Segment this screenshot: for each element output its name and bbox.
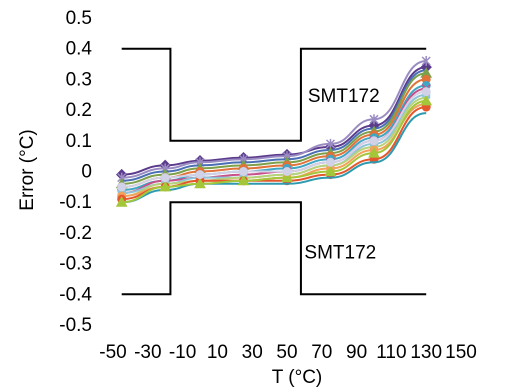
- data-point: [368, 147, 380, 158]
- data-point: [160, 173, 170, 183]
- data-point: [326, 157, 335, 167]
- annotations: SMT172 SMT172: [304, 86, 379, 264]
- data-point: [324, 165, 337, 176]
- data-point: [282, 167, 292, 176]
- upper-limit-line: [121, 47, 427, 142]
- x-tick-labels: -50 -30 -10 10 30 50 70 90 110 130 150: [99, 342, 477, 363]
- y-tick-label: 0.2: [66, 100, 92, 121]
- y-axis-label: Error (°C): [17, 129, 38, 210]
- y-tick-label: 0.1: [66, 131, 92, 152]
- x-tick-label: 130: [410, 342, 442, 363]
- lower-limit-line: [121, 201, 427, 296]
- x-tick-label: 90: [346, 342, 367, 363]
- x-axis-label: T (°C): [272, 367, 323, 388]
- y-tick-label: 0.3: [66, 69, 92, 90]
- annotation-label: SMT172: [304, 242, 376, 263]
- data-point: [159, 180, 172, 192]
- data-point: [115, 196, 128, 207]
- y-tick-labels: -0.5 -0.4 -0.3 -0.2 -0.1 0 0.1 0.2 0.3 0.4 0.5: [59, 8, 92, 336]
- x-tick-label: -10: [169, 342, 196, 363]
- y-tick-label: -0.2: [59, 223, 92, 244]
- limit-lines: [121, 47, 427, 296]
- x-tick-label: -30: [134, 342, 161, 363]
- x-tick-label: 10: [207, 342, 228, 363]
- x-tick-label: 30: [242, 342, 263, 363]
- data-series: [115, 55, 433, 207]
- y-tick-label: -0.4: [59, 284, 92, 305]
- data-point: [420, 94, 433, 106]
- data-point: [421, 55, 431, 66]
- y-tick-label: -0.3: [59, 254, 92, 275]
- y-tick-label: -0.1: [59, 192, 92, 213]
- annotation-label: SMT172: [308, 86, 380, 107]
- data-point: [239, 167, 248, 176]
- x-tick-label: -50: [99, 342, 126, 363]
- y-tick-label: 0.4: [66, 39, 93, 60]
- data-point: [281, 171, 293, 183]
- y-tick-label: -0.5: [59, 315, 92, 336]
- x-tick-label: 50: [276, 342, 297, 363]
- y-tick-label: 0: [81, 162, 92, 183]
- x-tick-label: 70: [311, 342, 332, 363]
- x-tick-label: 150: [445, 342, 477, 363]
- series-line: [121, 112, 427, 204]
- data-point: [421, 87, 431, 97]
- data-point: [369, 114, 379, 125]
- data-point: [195, 170, 205, 180]
- data-point: [117, 182, 127, 192]
- data-point: [369, 136, 379, 146]
- data-point: [194, 177, 206, 189]
- data-point: [237, 174, 250, 186]
- x-tick-label: 110: [376, 342, 406, 363]
- y-tick-label: 0.5: [66, 8, 92, 29]
